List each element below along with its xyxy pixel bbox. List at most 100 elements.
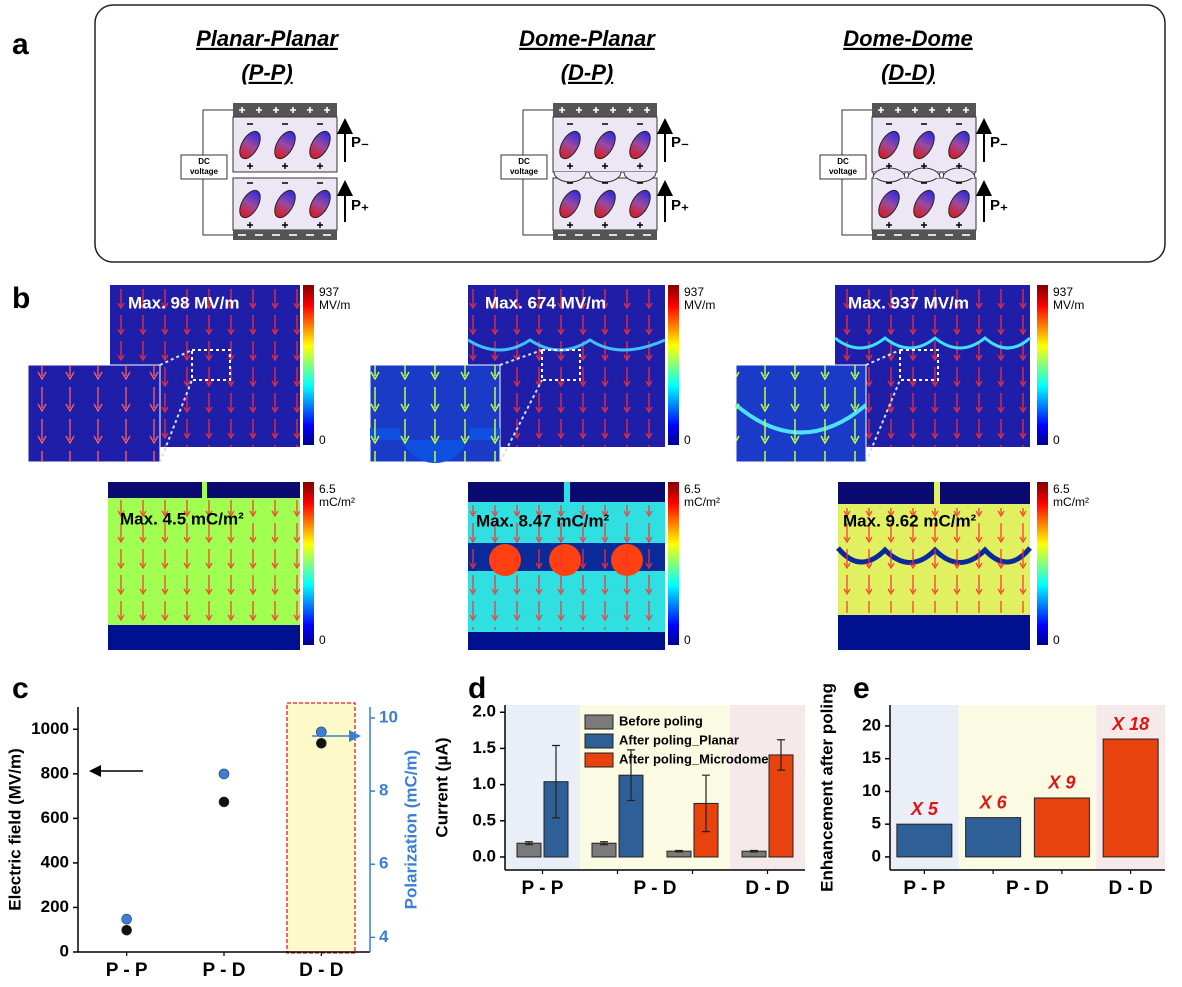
y-tick-label: 0.0 — [472, 846, 496, 865]
pol-label: P₊ — [990, 197, 1008, 214]
panel-label: c — [12, 672, 29, 705]
column-abbr: (D-D) — [881, 60, 935, 85]
y-tick-label: 0 — [872, 846, 881, 865]
x-tick-label: P - P — [903, 878, 945, 899]
panel-label: b — [12, 282, 30, 315]
dc-label: DC — [837, 157, 849, 166]
figure: a Planar-Planar(P-P)Dome-Planar(D-P)Dome… — [0, 0, 1182, 987]
column-title: Planar-Planar — [196, 26, 339, 51]
legend-label: After poling_Planar — [619, 732, 739, 747]
y2-tick-label: 8 — [379, 781, 388, 800]
panel-b: Max. 98 MV/m Max. 674 MV/m Max. 937 MV/m… — [28, 285, 1089, 650]
x-tick-label: P - D — [634, 878, 677, 899]
dc-label: voltage — [510, 167, 539, 176]
electrode — [468, 482, 564, 502]
column-title: Dome-Planar — [519, 26, 656, 51]
inset-arrows — [28, 365, 160, 462]
x-tick-label: P - P — [522, 878, 564, 899]
band — [730, 705, 805, 870]
dc-label: voltage — [190, 167, 219, 176]
max-label: Max. 9.62 mC/m² — [843, 511, 977, 530]
legend-label: Before poling — [619, 713, 703, 728]
electrode — [872, 230, 976, 240]
y-axis-title: Current (μA) — [432, 737, 451, 837]
dc-label: voltage — [829, 167, 858, 176]
point — [219, 797, 229, 807]
electrode — [233, 103, 337, 117]
max-label: Max. 4.5 mC/m² — [120, 509, 244, 528]
point — [122, 925, 132, 935]
bar — [592, 843, 616, 857]
y-axis-title: Enhancement after poling — [817, 683, 836, 892]
bar — [966, 818, 1021, 857]
y-tick-label: 600 — [41, 808, 69, 827]
legend-swatch — [585, 734, 613, 748]
max-label: Max. 8.47 mC/m² — [476, 511, 610, 530]
x-tick-label: D - D — [299, 960, 343, 981]
value-label: X 6 — [979, 792, 1008, 812]
bar — [1034, 798, 1089, 857]
colorbar-unit: mC/m² — [684, 495, 720, 509]
pol-label: P₋ — [990, 134, 1008, 151]
column-abbr: (P-P) — [241, 60, 292, 85]
x-tick-label: D - D — [745, 878, 789, 899]
colorbar — [1037, 482, 1048, 645]
y-tick-label: 20 — [862, 715, 881, 734]
y2-tick-label: 6 — [379, 854, 388, 873]
colorbar-unit: mC/m² — [319, 495, 355, 509]
column-abbr: (D-P) — [561, 60, 614, 85]
point — [316, 738, 326, 748]
bar — [897, 824, 952, 857]
panel-label: a — [12, 28, 29, 61]
y-tick-label: 1.0 — [472, 774, 496, 793]
y-tick-label: 0 — [60, 941, 69, 960]
pol-label: P₊ — [671, 197, 689, 214]
colorbar-unit: MV/m — [684, 298, 715, 312]
y-tick-label: 200 — [41, 897, 69, 916]
dc-label: DC — [198, 157, 210, 166]
dc-label: DC — [518, 157, 530, 166]
y-tick-label: 0.5 — [472, 810, 496, 829]
inset-arrows — [736, 365, 866, 462]
colorbar-max: 937 — [684, 285, 704, 299]
y-tick-label: 800 — [41, 763, 69, 782]
colorbar-min: 0 — [684, 433, 691, 447]
colorbar-min: 0 — [1053, 633, 1060, 647]
y-tick-label: 1.5 — [472, 738, 496, 757]
y-tick-label: 2.0 — [472, 702, 496, 721]
x-tick-label: P - P — [106, 960, 148, 981]
colorbar-max: 937 — [1053, 285, 1073, 299]
y-tick-label: 400 — [41, 852, 69, 871]
band — [505, 705, 580, 870]
colorbar-min: 0 — [319, 633, 326, 647]
bar — [517, 843, 541, 857]
electrode — [207, 482, 300, 498]
colorbar-unit: MV/m — [1053, 298, 1084, 312]
colorbar-min: 0 — [1053, 433, 1060, 447]
y-tick-label: 1000 — [31, 719, 69, 738]
band — [580, 705, 655, 870]
inset-arrows — [370, 365, 500, 462]
colorbar-max: 6.5 — [319, 482, 336, 496]
legend-label: After poling_Microdome — [619, 751, 769, 766]
legend-swatch — [585, 753, 613, 767]
colorbar-max: 937 — [319, 285, 339, 299]
y2-tick-label: 4 — [379, 927, 389, 946]
colorbar — [303, 482, 314, 645]
colorbar-max: 6.5 — [1053, 482, 1070, 496]
electrode — [872, 103, 976, 117]
electrode — [108, 482, 202, 498]
y-tick-label: 15 — [862, 748, 881, 767]
x-tick-label: P - D — [1006, 878, 1049, 899]
max-label: Max. 674 MV/m — [485, 293, 606, 312]
electrode — [940, 482, 1030, 504]
max-label: Max. 98 MV/m — [128, 293, 240, 312]
pol-label: P₋ — [671, 134, 689, 151]
colorbar-min: 0 — [684, 633, 691, 647]
electrode — [570, 482, 665, 502]
y-axis-title: Electric field (MV/m) — [5, 748, 24, 910]
band — [655, 705, 730, 870]
point — [219, 769, 229, 779]
colorbar — [1037, 285, 1048, 445]
